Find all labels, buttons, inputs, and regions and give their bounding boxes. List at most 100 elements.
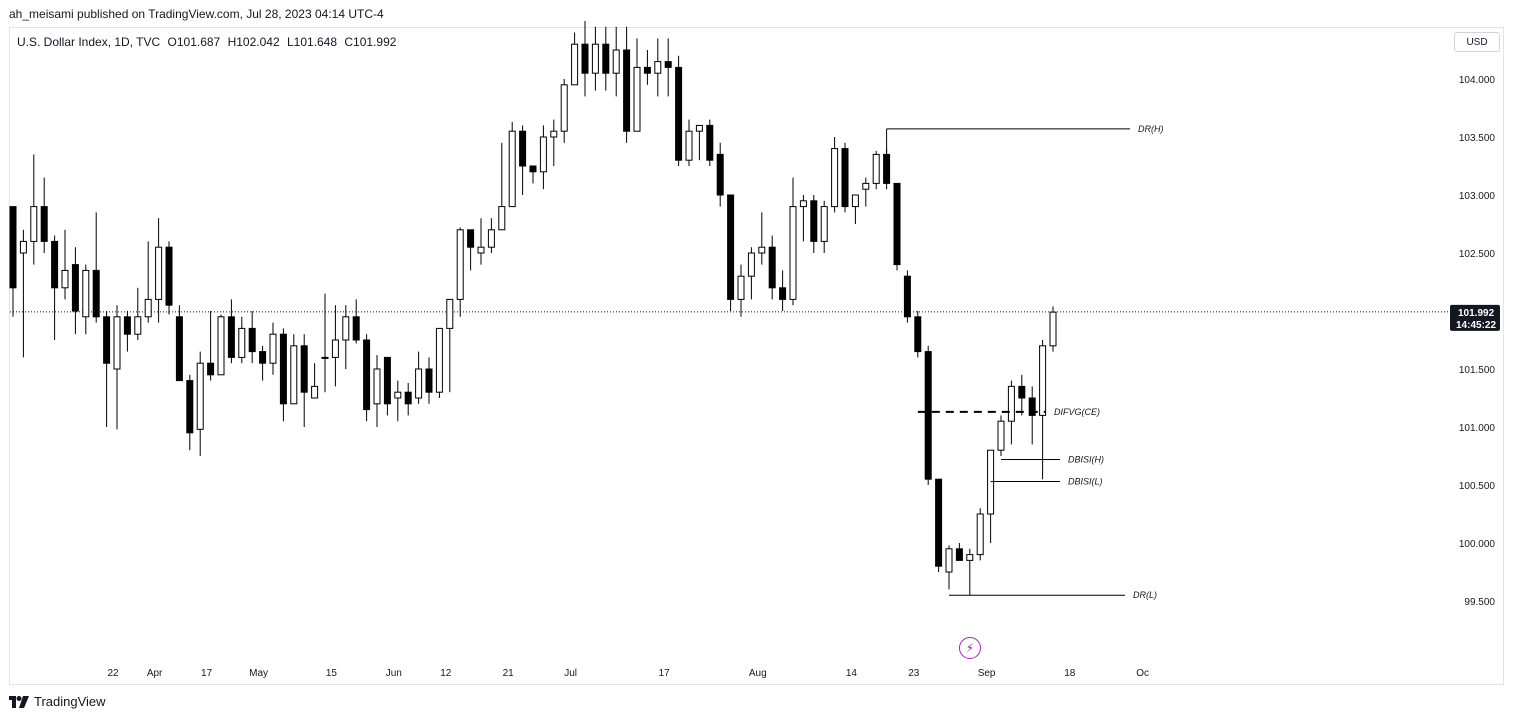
time-tick-label: Jun [386,668,402,679]
time-axis[interactable]: 22 Apr 17 May 15 Jun 12 21 Jul 17 Aug 14 23 Sep 18 Oc [107,668,1149,679]
candle-body [560,84,568,132]
chart-pane[interactable] [9,27,1504,685]
time-tick-label: 12 [440,668,452,679]
candle-body [508,130,516,208]
time-tick-label: Sep [978,668,996,679]
candle-body [123,316,131,335]
time-tick-label: Jul [564,668,577,679]
candle-body [311,385,319,399]
candle-body [966,554,974,561]
candle-body [893,182,901,266]
candle-body [903,275,911,318]
candle-body [768,246,776,289]
price-tick-label: 100.000 [1459,539,1496,550]
candle-body [155,246,163,300]
candle-body [675,66,683,161]
candle-body [467,229,475,248]
annotation-label: DBISI(L) [1068,477,1103,487]
time-tick-label: 22 [107,668,119,679]
candle-body [571,43,579,86]
candle-body [51,240,59,289]
publisher-line: ah_meisami published on TradingView.com,… [9,7,384,21]
candle-body [331,339,339,358]
candle-body [851,194,859,208]
candle-body [404,391,412,405]
drawing-annotations[interactable]: DR(H) DIFVG(CE) DBISI(H) DBISI(L) DR(L) [886,124,1164,600]
candle-body [841,148,849,208]
candle-body [883,153,891,184]
candle-body [862,182,870,190]
candle-body [103,316,111,364]
price-tick-label: 101.500 [1459,365,1496,376]
tradingview-logo-icon [9,695,29,708]
candle-body [779,287,787,300]
candle-body [477,246,485,254]
candle-body [186,380,194,434]
candle-body [165,246,173,306]
candle-body [1007,385,1015,422]
candle-body [207,362,215,376]
candle-body [727,194,735,300]
price-tick-label: 99.500 [1464,597,1495,608]
price-tag-countdown: 14:45:22 [1456,320,1496,331]
tradingview-brand[interactable]: TradingView [9,694,106,709]
candle-body [217,316,225,376]
candle-body [487,229,495,248]
candle-body [425,368,433,393]
symbol-legend[interactable]: U.S. Dollar Index, 1D, TVC O101.687 H102… [17,35,400,49]
time-tick-label: May [249,668,268,679]
price-axis[interactable]: 104.000 103.500 103.000 102.500 101.500 101.0… [1459,75,1496,608]
candle-body [1018,385,1026,399]
candle-body [144,298,152,318]
time-tick-label: 17 [201,668,213,679]
candle-body [664,61,672,68]
candle-body [300,345,308,393]
candle-body [550,130,558,138]
candle-body [539,136,547,173]
candle-body [92,269,100,318]
legend-low: L101.648 [286,35,338,49]
candle-body [196,362,204,430]
annotation-label: DIFVG(CE) [1054,407,1100,417]
brand-name: TradingView [34,694,106,709]
price-tick-label: 101.000 [1459,423,1496,434]
lightning-icon[interactable]: ⚡ [959,637,981,659]
candle-body [279,333,287,405]
time-tick-label: 15 [326,668,338,679]
candle-body [82,269,90,318]
candle-body [446,298,454,329]
candle-body [924,351,932,480]
candle-body [175,316,183,382]
candle-body [633,66,641,132]
candle-body [602,43,610,74]
candle-body [872,153,880,184]
candle-body [1028,397,1036,416]
candle-body [61,269,69,289]
candle-body [134,316,142,335]
candle-body [810,200,818,242]
candle-body [955,548,963,561]
annotation-label: DBISI(H) [1068,454,1104,464]
time-tick-label: Oc [1136,668,1149,679]
candle-body [591,43,599,74]
candle-body [997,420,1005,451]
legend-symbol: U.S. Dollar Index, 1D, TVC [17,35,161,49]
candle-body [820,206,828,242]
candle-body [259,351,267,364]
time-tick-label: 23 [908,668,920,679]
candle-body [976,513,984,556]
candle-body [435,327,443,393]
price-tick-label: 103.000 [1459,191,1496,202]
legend-close: C101.992 [344,35,397,49]
candle-body [456,229,464,300]
candle-body [30,206,38,242]
candle-body [383,356,391,405]
candle-body [269,333,277,364]
currency-button[interactable]: USD [1454,32,1500,52]
candle-body [987,449,995,515]
candle-body [643,66,651,74]
annotation-label: DR(L) [1133,590,1157,600]
candle-series [9,21,1057,596]
candle-body [71,264,79,312]
